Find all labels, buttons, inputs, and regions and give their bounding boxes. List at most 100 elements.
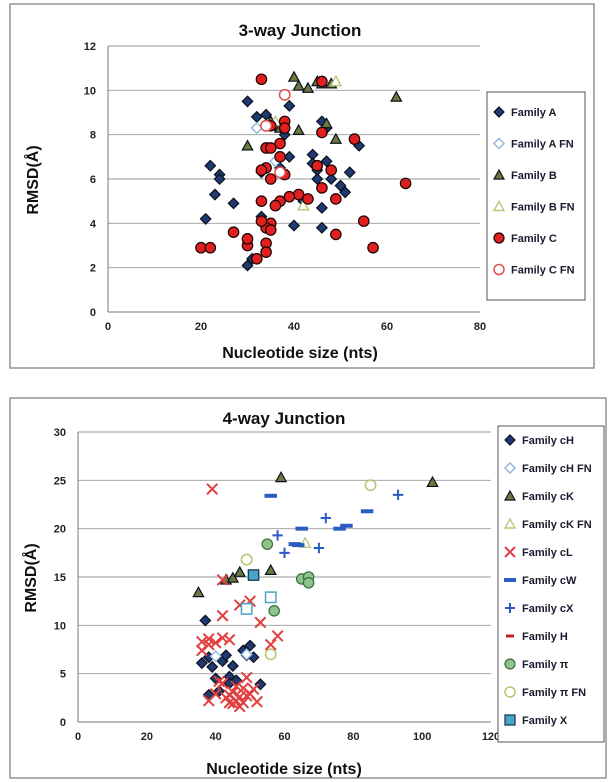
legend-label-family: Family π (522, 659, 569, 671)
legend-label-family-x: Family X (522, 715, 568, 727)
y-tick-label: 0 (60, 717, 66, 729)
point-family-a (339, 186, 352, 199)
point-family-ck (264, 563, 277, 575)
y-tick-label: 0 (90, 307, 96, 319)
point-family-ch (195, 656, 208, 670)
legend-marker-family-x (504, 714, 516, 726)
chart-3way: 3-way Junction 0 2 4 6 8 10 12 0 20 40 60 80 Nucle… (9, 3, 595, 369)
legend-label-family-b-fn: Family B FN (511, 202, 575, 214)
point-family-b (390, 90, 403, 102)
point-family-cl (271, 630, 284, 642)
legend-label-family-ch: Family cH (522, 435, 574, 447)
x-tick-label: 60 (381, 321, 393, 333)
point-family-c (302, 193, 314, 205)
legend-box (486, 91, 586, 301)
chart-4way: 4-way Junction 0 5 10 15 20 25 30 0 20 40 60 80 100… (9, 397, 607, 779)
legend-marker-family-b-fn (492, 200, 506, 212)
legend-marker-family-a-fn (493, 137, 505, 150)
point-family-c (274, 151, 286, 163)
point-family-b (320, 117, 333, 129)
y-tick-label: 15 (54, 572, 66, 584)
point-family-a (241, 95, 254, 108)
legend-marker-family-ck (503, 489, 517, 501)
y-tick-label: 12 (84, 41, 96, 53)
chart-3way-points (195, 70, 412, 272)
point-family-a (334, 179, 347, 192)
point-family-ch-fn (240, 648, 253, 661)
point-family-c (330, 193, 342, 205)
point-family-cx (320, 512, 331, 524)
x-tick-label: 120 (482, 731, 500, 743)
point-family-ck (274, 470, 288, 483)
point-family-fn (240, 553, 253, 566)
point-family-a (325, 172, 338, 186)
point-family-cl (195, 635, 208, 648)
legend-label-family-ck-fn: Family cK FN (522, 519, 592, 531)
chart-3way-legend: Family A Family A FN Family B Family B FN Fa… (486, 91, 586, 301)
chart-4way-title: 4-way Junction (223, 409, 346, 428)
legend-box (497, 425, 605, 743)
legend-marker-family (504, 658, 516, 670)
point-family-cl (216, 631, 229, 644)
point-family-c (255, 73, 268, 86)
point-family-c (227, 226, 240, 238)
point-family-c (264, 142, 277, 154)
point-family-cw (360, 509, 374, 514)
x-tick-label: 0 (75, 731, 81, 743)
chart-4way-legend: Family cH Family cH FN Family cK Family cK … (497, 425, 605, 743)
chart-3way-y-axis-label: RMSD(Å) (23, 145, 42, 214)
x-tick-label: 60 (278, 731, 290, 743)
y-tick-label: 4 (90, 218, 97, 230)
legend-marker-family-c-fn (493, 263, 505, 276)
point-family-b (329, 132, 343, 144)
point-family-cl (216, 609, 229, 622)
point-family-c (283, 190, 296, 203)
point-family-a (283, 150, 296, 163)
point-family-c (278, 122, 291, 134)
point-family-c (204, 241, 217, 254)
point-family-b (301, 81, 315, 93)
legend-label-family-ch-fn: Family cH FN (522, 463, 592, 475)
point-family-c (311, 159, 324, 172)
point-family-ch (226, 659, 239, 672)
point-family-cl (226, 697, 239, 710)
legend-label-family-cx: Family cX (522, 603, 574, 615)
point-family-a (287, 219, 301, 232)
point-family-cw (340, 523, 353, 528)
point-family-cl (254, 616, 267, 629)
chart-3way-x-tick-labels: 0 20 40 60 80 (105, 321, 486, 333)
legend-marker-family-ck-fn (503, 517, 517, 529)
point-family-cl (216, 677, 229, 690)
point-family-ck (226, 571, 240, 583)
point-family-c (367, 241, 379, 254)
chart-4way-y-axis-label: RMSD(Å) (21, 543, 40, 612)
point-family-ch (199, 614, 212, 627)
legend-label-family-ck: Family cK (522, 491, 574, 503)
y-tick-label: 5 (60, 669, 66, 681)
point-family-cw (292, 543, 305, 548)
y-tick-label: 30 (54, 427, 66, 439)
point-family-c (269, 199, 282, 212)
legend-marker-family-cl (504, 546, 516, 558)
point-family-a (315, 201, 328, 214)
y-tick-label: 2 (90, 263, 96, 275)
x-tick-label: 20 (195, 321, 207, 333)
legend-marker-family-h (506, 634, 514, 638)
point-family-cl (209, 636, 222, 649)
chart-4way-gridlines (77, 431, 491, 723)
point-family-c (330, 228, 342, 241)
y-tick-label: 6 (90, 174, 96, 186)
point-family-cx (279, 547, 290, 559)
point-family-ck (426, 475, 439, 488)
y-tick-label: 25 (54, 475, 66, 487)
y-tick-label: 8 (90, 130, 96, 142)
point-family-b (292, 123, 305, 135)
legend-label-family-a: Family A (511, 107, 556, 119)
x-tick-label: 80 (347, 731, 359, 743)
chart-3way-y-tick-labels: 0 2 4 6 8 10 12 (84, 41, 97, 319)
point-family-c (399, 177, 412, 190)
point-family-c (348, 133, 361, 145)
point-family-a (315, 221, 328, 234)
point-family-c (241, 233, 254, 245)
